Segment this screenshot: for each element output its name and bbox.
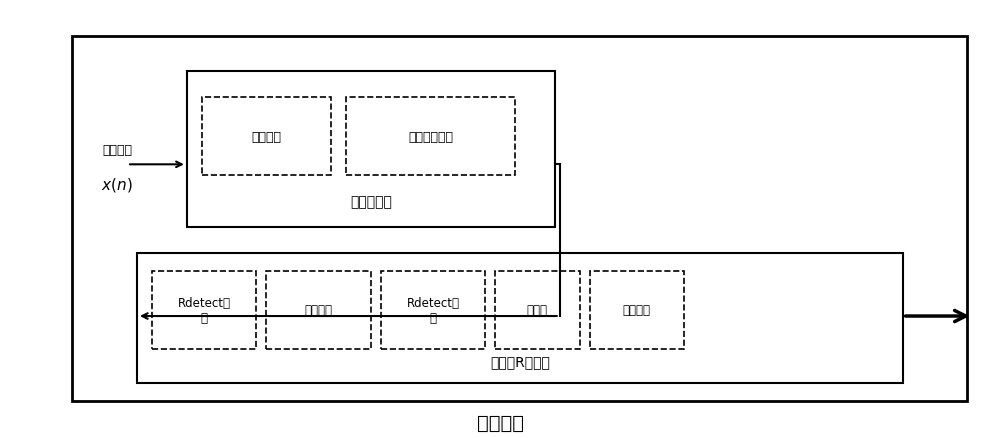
Bar <box>152 271 256 349</box>
Text: $x(n)$: $x(n)$ <box>101 176 133 194</box>
Text: 后处理: 后处理 <box>527 304 548 316</box>
Text: 前端处理: 前端处理 <box>305 304 333 316</box>
Bar <box>590 271 684 349</box>
Bar <box>137 254 903 383</box>
Text: 算法流程: 算法流程 <box>477 413 524 432</box>
Text: Rdetect算
法: Rdetect算 法 <box>406 296 459 324</box>
Text: 自适应R波判决: 自适应R波判决 <box>490 355 550 369</box>
Bar <box>202 98 331 176</box>
Text: 小波分解过程: 小波分解过程 <box>408 131 453 143</box>
Bar <box>266 271 371 349</box>
Text: 心电信号: 心电信号 <box>102 143 132 156</box>
Text: 信号调整: 信号调整 <box>623 304 651 316</box>
Bar <box>72 37 967 401</box>
Text: 预处理过程: 预处理过程 <box>350 195 392 208</box>
Bar <box>495 271 580 349</box>
Bar <box>346 98 515 176</box>
Bar <box>187 72 555 228</box>
Text: Rdetect算
法: Rdetect算 法 <box>178 296 231 324</box>
Text: 前端滤波: 前端滤波 <box>251 131 281 143</box>
Bar <box>381 271 485 349</box>
